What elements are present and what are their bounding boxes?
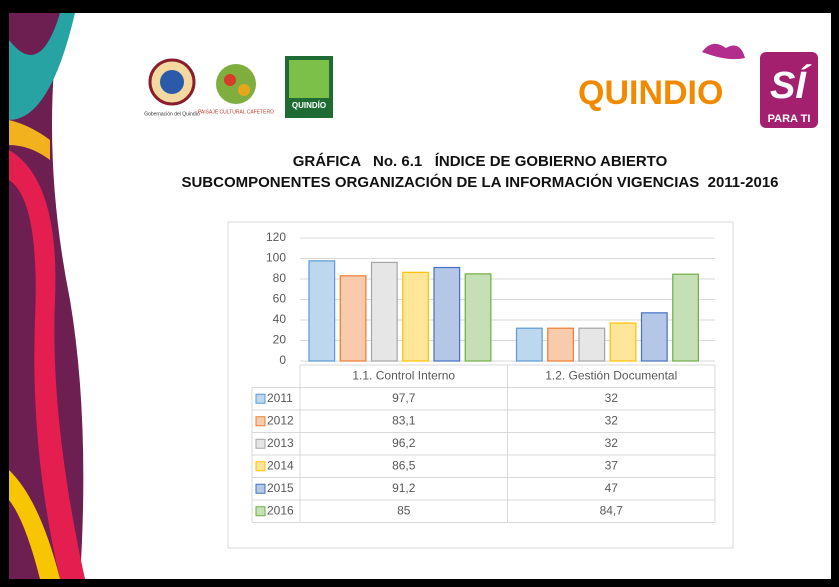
legend-label: 2011: [267, 391, 293, 405]
bar: [339, 275, 367, 362]
logo-caption: QUINDÍO: [292, 101, 326, 110]
legend-label: 2016: [267, 503, 294, 517]
y-tick-label: 120: [266, 230, 286, 244]
table-value: 86,5: [392, 458, 416, 472]
bar: [640, 312, 668, 362]
logo-gobernacion: Gobernación del Quindío: [144, 58, 200, 117]
table-value: 83,1: [392, 413, 416, 427]
logo-quindio-si: QUINDIO SÍ PARA TI: [578, 43, 818, 128]
table-value: 91,2: [392, 481, 416, 495]
brand-si: SÍ: [770, 63, 812, 107]
bar: [433, 266, 461, 362]
chart-subtitle: SUBCOMPONENTES ORGANIZACIÓN DE LA INFORM…: [181, 173, 778, 191]
x-tick-label: 1.2. Gestión Documental: [545, 368, 677, 382]
legend-label: 2015: [267, 481, 294, 495]
y-tick-label: 40: [273, 312, 287, 326]
table-value: 84,7: [600, 503, 624, 517]
bar: [547, 327, 574, 362]
bar: [515, 327, 543, 362]
table-value: 37: [605, 458, 619, 472]
brand-tagline: PARA TI: [768, 113, 811, 125]
legend-label: 2012: [267, 413, 294, 427]
bar: [609, 322, 637, 362]
y-tick-label: 20: [273, 333, 287, 347]
left-decoration: [9, 13, 85, 579]
logo-quindio-small: QUINDÍO: [285, 56, 333, 118]
logo-paisaje: PAISAJE CULTURAL CAFETERO: [198, 64, 274, 115]
table-value: 97,7: [392, 391, 416, 405]
logo-caption: PAISAJE CULTURAL CAFETERO: [198, 109, 274, 115]
legend-label: 2014: [267, 458, 294, 472]
x-tick-label: 1.1. Control Interno: [352, 368, 455, 382]
table-value: 96,2: [392, 436, 416, 450]
brand-text: QUINDIO: [578, 74, 723, 112]
bar: [578, 327, 606, 362]
bar: [308, 260, 336, 362]
legend-swatch: [255, 393, 266, 404]
table-value: 32: [605, 436, 619, 450]
legend-swatch: [255, 438, 266, 449]
legend-label: 2013: [267, 436, 294, 450]
bar: [672, 273, 699, 362]
y-tick-label: 0: [279, 353, 286, 367]
legend-swatch: [255, 483, 266, 494]
table-value: 32: [605, 413, 619, 427]
y-tick-label: 80: [273, 271, 287, 285]
bar: [402, 271, 429, 362]
legend-swatch: [255, 506, 266, 517]
bar: [370, 261, 398, 362]
chart-box: [227, 221, 734, 549]
table-value: 47: [605, 481, 619, 495]
table-value: 32: [605, 391, 619, 405]
legend-swatch: [255, 461, 266, 472]
table-value: 85: [397, 503, 411, 517]
legend-swatch: [255, 416, 266, 427]
y-tick-label: 100: [266, 251, 286, 265]
bar: [464, 273, 492, 362]
y-tick-label: 60: [273, 292, 287, 306]
logo-caption: Gobernación del Quindío: [144, 111, 200, 117]
chart-title: GRÁFICA No. 6.1 ÍNDICE DE GOBIERNO ABIER…: [293, 153, 668, 170]
